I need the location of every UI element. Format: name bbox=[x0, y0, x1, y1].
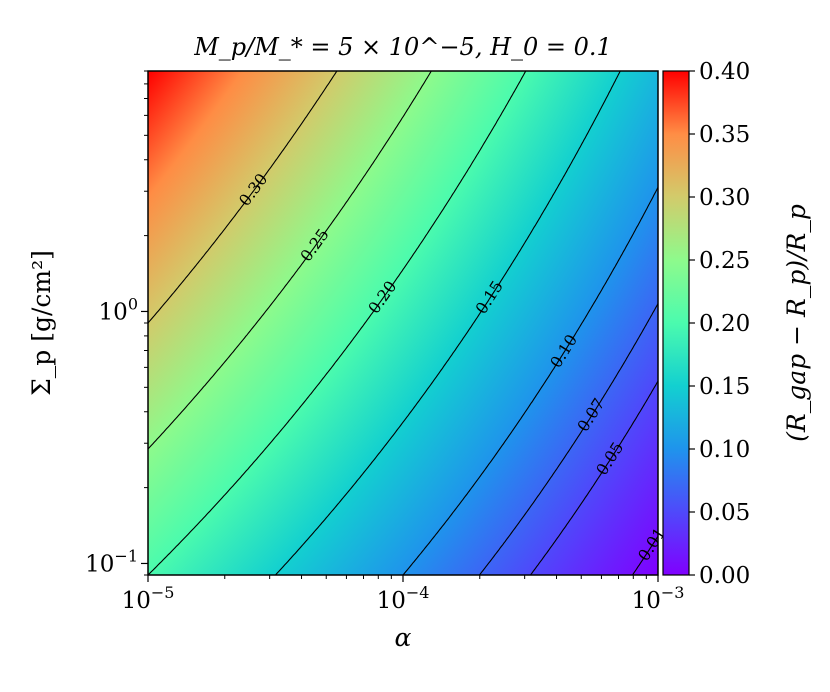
colorbar-tick-label: 0.15 bbox=[699, 374, 750, 400]
heatmap-image bbox=[148, 71, 658, 575]
y-axis: 10−1 100 bbox=[85, 70, 148, 577]
contour-line-0-15 bbox=[275, 71, 621, 575]
colorbar-tick-label: 0.35 bbox=[699, 122, 750, 148]
contour-line-0-10 bbox=[402, 186, 658, 575]
colorbar-tick-label: 0.30 bbox=[699, 185, 750, 211]
contour-layer bbox=[148, 71, 658, 575]
colorbar-tick-label: 0.00 bbox=[699, 563, 750, 589]
tick-label: 100 bbox=[99, 294, 138, 325]
tick-label: 10−3 bbox=[632, 583, 685, 614]
contour-line-0-25 bbox=[148, 71, 432, 450]
colorbar-tick-label: 0.10 bbox=[699, 437, 750, 463]
tick-label: 10−4 bbox=[377, 583, 430, 614]
contour-line-0-01 bbox=[632, 535, 658, 575]
colorbar-fill bbox=[662, 70, 690, 576]
y-axis-label: Σ_p [g/cm²] bbox=[27, 250, 56, 396]
tick-label: 10−5 bbox=[122, 583, 175, 614]
heatmap bbox=[148, 71, 658, 575]
contour-line-0-20 bbox=[148, 71, 527, 575]
colorbar-label: (R_gap − R_p)/R_p bbox=[782, 204, 811, 442]
contour-line-0-05 bbox=[530, 380, 658, 575]
colorbar-ticks: 0.00 0.05 0.10 0.15 0.20 0.25 0.30 0.35 0.40 bbox=[689, 59, 750, 589]
colorbar: 0.00 0.05 0.10 0.15 0.20 0.25 0.30 0.35 0.40 (R_… bbox=[662, 59, 811, 589]
chart-title: M_p/M_* = 5 × 10^−5, H_0 = 0.1 bbox=[193, 33, 612, 61]
colorbar-tick-label: 0.05 bbox=[699, 500, 750, 526]
colorbar-tick-label: 0.20 bbox=[699, 311, 750, 337]
contour-line-0-07 bbox=[479, 302, 658, 575]
contour-line-0-30 bbox=[148, 71, 338, 324]
colorbar-tick-label: 0.25 bbox=[699, 248, 750, 274]
x-axis: 10−5 10−4 10−3 bbox=[122, 575, 685, 614]
tick-label: 10−1 bbox=[85, 546, 138, 577]
x-axis-label: α bbox=[395, 623, 412, 652]
colorbar-tick-label: 0.40 bbox=[699, 59, 750, 85]
